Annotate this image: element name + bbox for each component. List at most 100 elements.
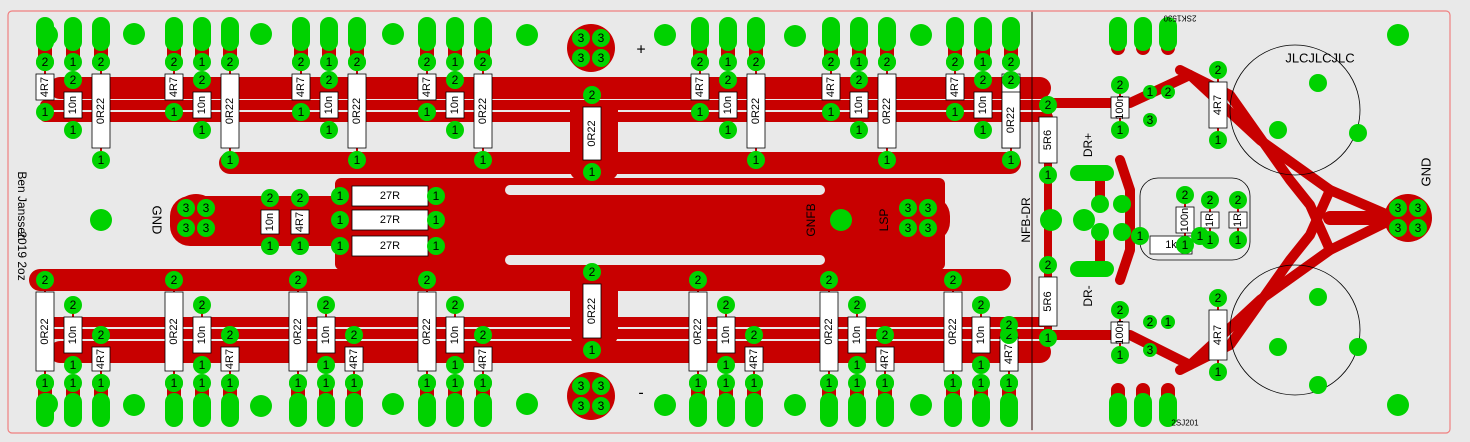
edge-pad-bottom (193, 393, 211, 427)
pin-number: 1 (589, 165, 596, 179)
via-pad (583, 341, 601, 359)
edge-pad-bottom (1000, 393, 1018, 427)
pin-number: 1 (1045, 331, 1052, 345)
pin-number: 2 (1117, 303, 1124, 317)
pin-number: 2 (695, 273, 702, 287)
pin-number: 3 (925, 221, 932, 235)
pin-number: 2 (1215, 291, 1222, 305)
power-transistor-pad (1309, 288, 1327, 306)
part-top-label: 2SK1530 (1163, 14, 1196, 23)
via-pad (221, 326, 239, 344)
pin-number: 1 (337, 239, 344, 253)
mounting-pad (910, 24, 932, 46)
capacitor-10n (445, 316, 465, 354)
via-pad (64, 296, 82, 314)
via-pad (689, 374, 707, 392)
pin-number: 2 (697, 55, 704, 69)
mounting-pad (830, 209, 852, 231)
power-transistor-pad (1269, 338, 1287, 356)
via-pad (1191, 227, 1209, 245)
component-value: 4R7 (825, 77, 837, 97)
power-transistor-pad (1349, 338, 1367, 356)
pin-number: 2 (1008, 73, 1015, 87)
component-value: 0R22 (750, 98, 762, 124)
via-pad (747, 53, 765, 71)
component-value: 10n (264, 213, 276, 231)
pin-number: 3 (183, 201, 190, 215)
edge-pad-bottom (418, 393, 436, 427)
via-pad (474, 151, 492, 169)
via-pad (1229, 231, 1247, 249)
component-value: 10n (449, 326, 461, 344)
component-value: 10n (320, 326, 332, 344)
edge-pad-bottom (165, 393, 183, 427)
via-pad (1209, 61, 1227, 79)
edge-pad-bottom (717, 393, 735, 427)
mounting-pad (1387, 394, 1409, 416)
via-pad (1176, 186, 1194, 204)
component-value: 4R7 (421, 77, 433, 97)
via-pad (292, 53, 310, 71)
pin-number: 2 (882, 328, 889, 342)
pin-number: 1 (1197, 229, 1204, 243)
pin-number: 3 (598, 399, 605, 413)
pin-number: 3 (598, 379, 605, 393)
edge-pad-bottom (876, 393, 894, 427)
pin-number: 2 (295, 273, 302, 287)
via-pad (1039, 329, 1057, 347)
via-pad (221, 374, 239, 392)
terminal-pad (919, 219, 937, 237)
via-pad (193, 71, 211, 89)
pin-number: 1 (337, 213, 344, 227)
gnfb-label: GNFB (804, 203, 818, 236)
gnd-left-label: GND (150, 206, 165, 235)
via-pad (850, 71, 868, 89)
pin-number: 1 (98, 376, 105, 390)
via-pad (64, 121, 82, 139)
via-pad (165, 271, 183, 289)
terminal-minus (567, 372, 615, 420)
via-pad (418, 53, 436, 71)
pin-number: 1 (42, 376, 49, 390)
edge-pad-top (64, 17, 82, 51)
component-value: 4R7 (694, 77, 706, 97)
capacitor-10n (718, 91, 738, 119)
via-pad (165, 374, 183, 392)
pin-number: 2 (452, 298, 459, 312)
via-pad (583, 163, 601, 181)
via-pad (474, 374, 492, 392)
pin-number: 1 (1045, 168, 1052, 182)
via-pad (1201, 191, 1219, 209)
mounting-pad (654, 394, 676, 416)
small-pad (1161, 85, 1175, 99)
terminal-pad (592, 49, 610, 67)
terminal-pad (592, 377, 610, 395)
resistor-4r7 (1208, 309, 1228, 361)
via-pad (878, 151, 896, 169)
component-value: 0R22 (823, 318, 835, 344)
pin-number: 2 (424, 273, 431, 287)
via-pad (193, 53, 211, 71)
via-pad (1039, 96, 1057, 114)
pin-number: 2 (1215, 63, 1222, 77)
resistor-4r7 (164, 73, 184, 101)
via-pad (747, 151, 765, 169)
component-value: 1R (1204, 213, 1216, 227)
spacer (15, 30, 30, 42)
component-value: 4R7 (294, 212, 306, 232)
via-pad (878, 53, 896, 71)
small-pad (1143, 315, 1157, 329)
pin-number: 2 (98, 55, 105, 69)
mounting-pad (36, 393, 58, 415)
pin-number: 1 (697, 105, 704, 119)
pin-number: 1 (298, 105, 305, 119)
via-pad (1111, 301, 1129, 319)
via-pad (418, 103, 436, 121)
pin-number: 2 (326, 73, 333, 87)
pin-number: 3 (183, 221, 190, 235)
mounting-pad (516, 24, 538, 46)
resistor-4r7 (291, 73, 311, 101)
resistor-0r22 (877, 73, 897, 149)
edge-pad-top (878, 17, 896, 51)
via-pad (1111, 121, 1129, 139)
